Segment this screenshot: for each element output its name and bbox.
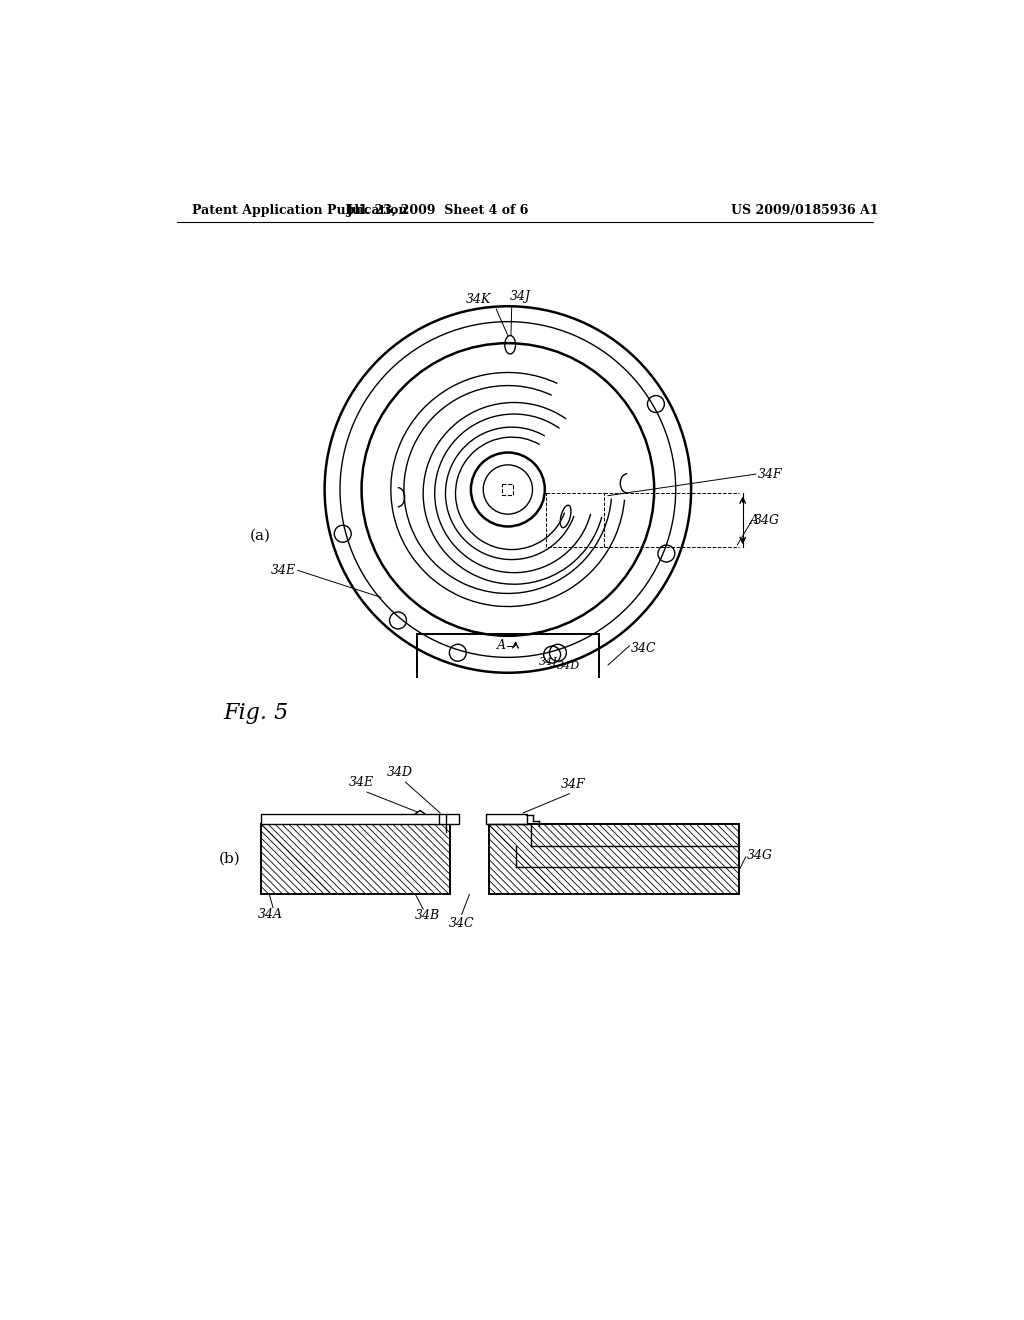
Text: 34A: 34A <box>258 908 283 920</box>
Text: A: A <box>751 513 760 527</box>
Text: 34K: 34K <box>466 293 490 306</box>
Bar <box>488 825 739 894</box>
Text: 34J: 34J <box>539 657 557 668</box>
Text: 34E: 34E <box>271 564 296 577</box>
Text: Jul. 23, 2009  Sheet 4 of 6: Jul. 23, 2009 Sheet 4 of 6 <box>347 205 529 218</box>
Text: US 2009/0185936 A1: US 2009/0185936 A1 <box>731 205 879 218</box>
Text: 34G: 34G <box>755 513 780 527</box>
Bar <box>261 825 451 894</box>
Text: 34E: 34E <box>349 776 374 789</box>
Text: Patent Application Publication: Patent Application Publication <box>193 205 408 218</box>
Text: Fig. 5: Fig. 5 <box>223 702 288 723</box>
Text: (b): (b) <box>219 853 241 866</box>
Text: 34J: 34J <box>509 290 530 304</box>
Text: 34F: 34F <box>758 467 782 480</box>
Text: 34D: 34D <box>387 766 413 779</box>
Text: 34C: 34C <box>631 642 656 655</box>
Text: 34F: 34F <box>561 777 586 791</box>
Text: 34C: 34C <box>449 917 474 929</box>
Bar <box>261 813 460 825</box>
Text: 34D: 34D <box>556 661 580 671</box>
Text: 34B: 34B <box>415 909 439 923</box>
Bar <box>503 484 513 495</box>
Text: (a): (a) <box>250 529 271 543</box>
Bar <box>547 494 604 548</box>
Bar <box>486 813 527 825</box>
Text: 34G: 34G <box>746 849 772 862</box>
Text: A: A <box>497 639 506 652</box>
